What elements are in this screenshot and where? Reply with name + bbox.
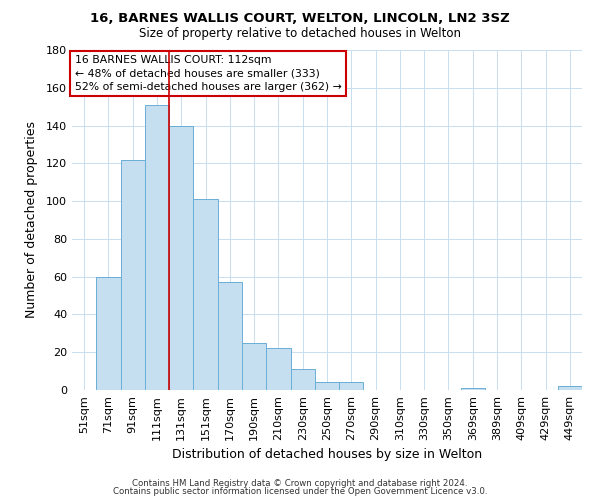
- Bar: [315, 382, 339, 390]
- Text: Contains public sector information licensed under the Open Government Licence v3: Contains public sector information licen…: [113, 487, 487, 496]
- Bar: [218, 282, 242, 390]
- Bar: [290, 369, 315, 390]
- Bar: [339, 382, 364, 390]
- Bar: [121, 160, 145, 390]
- Bar: [242, 343, 266, 390]
- Text: 16 BARNES WALLIS COURT: 112sqm
← 48% of detached houses are smaller (333)
52% of: 16 BARNES WALLIS COURT: 112sqm ← 48% of …: [74, 55, 341, 92]
- Text: Size of property relative to detached houses in Welton: Size of property relative to detached ho…: [139, 28, 461, 40]
- Bar: [461, 388, 485, 390]
- Bar: [169, 126, 193, 390]
- Bar: [145, 105, 169, 390]
- Bar: [193, 199, 218, 390]
- Text: 16, BARNES WALLIS COURT, WELTON, LINCOLN, LN2 3SZ: 16, BARNES WALLIS COURT, WELTON, LINCOLN…: [90, 12, 510, 26]
- Y-axis label: Number of detached properties: Number of detached properties: [25, 122, 38, 318]
- X-axis label: Distribution of detached houses by size in Welton: Distribution of detached houses by size …: [172, 448, 482, 462]
- Bar: [96, 276, 121, 390]
- Text: Contains HM Land Registry data © Crown copyright and database right 2024.: Contains HM Land Registry data © Crown c…: [132, 478, 468, 488]
- Bar: [558, 386, 582, 390]
- Bar: [266, 348, 290, 390]
